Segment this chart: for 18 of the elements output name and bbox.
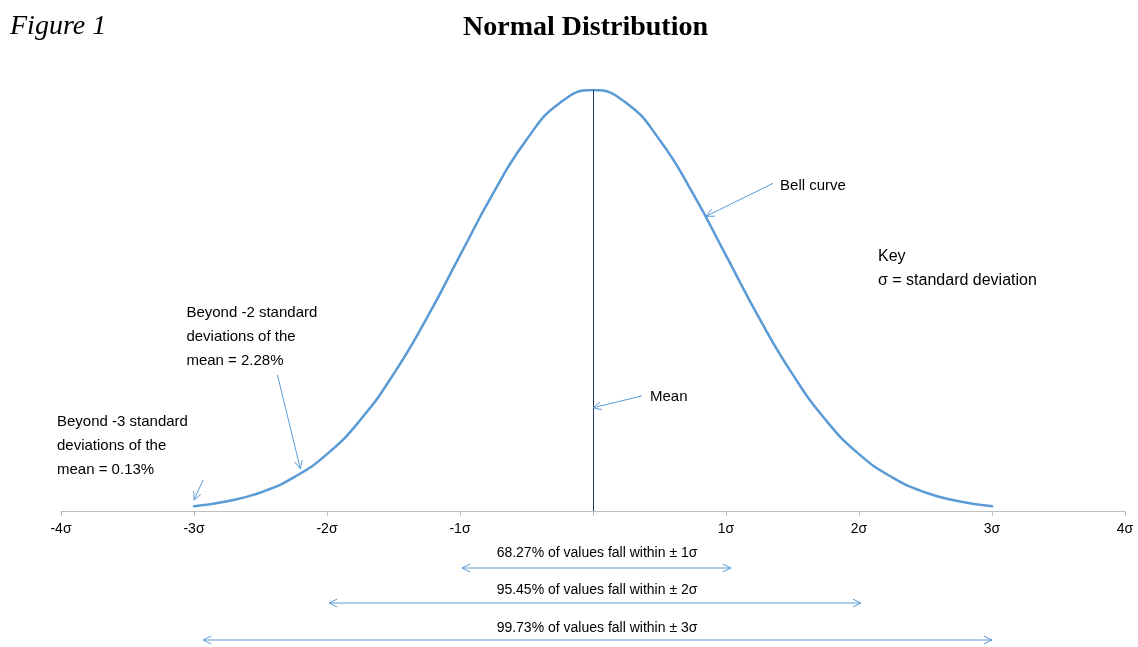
x-tick-label: 3σ [983, 520, 1001, 536]
chart-title: Normal Distribution [463, 9, 709, 41]
caption: Figure 1 [9, 8, 107, 40]
annotation: Beyond -3 standard deviations of the mean = 0.13% [57, 411, 193, 477]
text: 95.45% of values fall within ± 2σ [496, 581, 698, 597]
x-tick-label: -1σ [449, 520, 471, 536]
annotation: Mean [650, 387, 688, 405]
text: 68.27% of values fall within ± 1σ [496, 544, 698, 560]
x-tick-label: -4σ [50, 520, 72, 536]
x-tick-label: 1σ [717, 520, 735, 536]
annotation: Bell curve [780, 175, 846, 193]
annotation: Beyond -2 standard deviations of the mean = 2.28% [186, 303, 322, 369]
x-tick-label: 4σ [1116, 520, 1134, 536]
text: 99.73% of values fall within ± 3σ [496, 619, 698, 635]
x-tick-label: -2σ [316, 520, 338, 536]
annotation: Key σ = standard deviation [878, 246, 1037, 288]
x-tick-label: 2σ [850, 520, 868, 536]
x-tick-label: -3σ [183, 520, 205, 536]
